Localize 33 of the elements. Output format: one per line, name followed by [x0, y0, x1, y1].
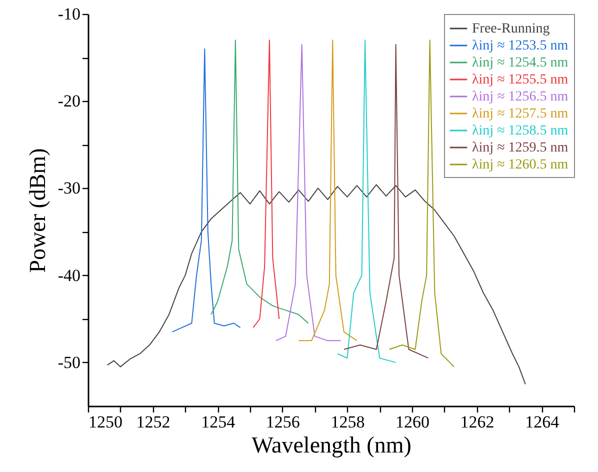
line-series: [336, 40, 396, 363]
legend-label: λinj ≈ 1260.5 nm: [472, 158, 568, 172]
x-axis-title: Wavelength (nm): [252, 432, 412, 458]
line-series: [298, 40, 358, 342]
line-series: [343, 44, 429, 359]
y-axis-title: Power (dBm): [24, 148, 50, 273]
x-tick-label: 1260: [396, 412, 430, 432]
x-tick-label: 1262: [460, 412, 494, 432]
x-tick-label: 1254: [201, 412, 236, 432]
line-series: [388, 40, 455, 368]
legend-label: Free-Running: [472, 22, 550, 36]
y-tick-label: -30: [58, 178, 80, 198]
legend-label: λinj ≈ 1256.5 nm: [472, 90, 568, 104]
legend-label: λinj ≈ 1259.5 nm: [472, 140, 568, 156]
y-tick-label: -20: [58, 92, 80, 111]
legend-label: λinj ≈ 1258.5 nm: [472, 124, 568, 138]
line-series: [210, 40, 309, 324]
legend-label: λinj ≈ 1257.5 nm: [472, 106, 568, 122]
legend-label: λinj ≈ 1253.5 nm: [472, 38, 568, 54]
x-tick-label: 1264: [525, 412, 560, 432]
x-tick-label: 1252: [136, 412, 170, 432]
x-tick-label: 1250: [88, 412, 122, 432]
line-series: [172, 48, 241, 332]
x-tick-label: 1256: [266, 412, 300, 432]
line-series: [252, 40, 280, 328]
legend-label: λinj ≈ 1255.5 nm: [472, 72, 568, 88]
legend-label: λinj ≈ 1254.5 nm: [472, 56, 568, 70]
line-series: [275, 44, 342, 342]
x-tick-label: 1258: [330, 412, 365, 432]
y-tick-label: -50: [58, 352, 80, 372]
y-tick-label: -10: [58, 4, 80, 24]
line-series: [106, 184, 526, 385]
y-tick-label: -40: [58, 266, 80, 285]
